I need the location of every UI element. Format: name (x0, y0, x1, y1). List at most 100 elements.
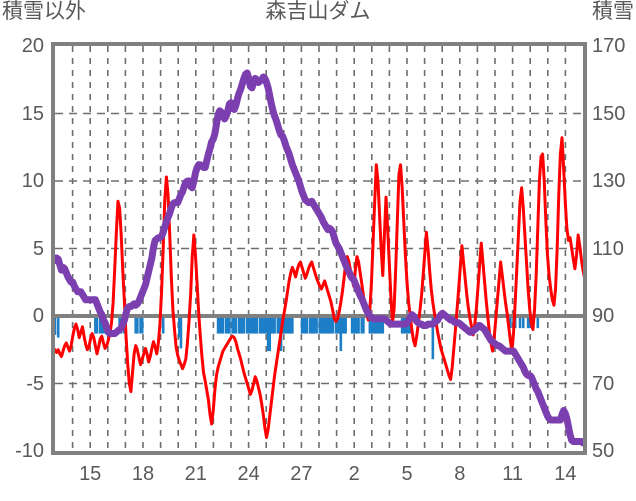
y-axis-left-tick: 10 (21, 170, 44, 192)
grid-lines (55, 46, 583, 451)
bar (242, 316, 246, 334)
bar (509, 316, 512, 329)
bar (526, 316, 530, 329)
bar (323, 316, 326, 334)
bar (321, 316, 325, 334)
bar (370, 316, 373, 334)
bar (305, 316, 309, 334)
y-axis-left-tick: 15 (21, 102, 44, 125)
bar (360, 316, 364, 334)
bar (253, 316, 257, 334)
bar (252, 316, 255, 334)
bar (313, 316, 317, 334)
bar (260, 316, 263, 334)
bar (261, 316, 265, 334)
y-axis-left-tick: -10 (15, 440, 44, 462)
left-axis-title: 積雪以外 (2, 0, 86, 23)
x-axis-tick: 27 (290, 463, 313, 485)
x-axis-tick: 2 (348, 463, 360, 485)
y-axis-right-tick: 70 (592, 372, 615, 395)
bar (373, 316, 377, 334)
bar (265, 316, 268, 334)
bar (94, 316, 97, 334)
bar (239, 316, 242, 334)
bar (331, 316, 335, 334)
bar (312, 316, 315, 334)
bar (342, 316, 346, 334)
bar (337, 316, 341, 334)
bar (302, 316, 305, 334)
bar (179, 316, 183, 349)
bar (268, 316, 272, 352)
bar (271, 316, 275, 334)
x-axis-tick: 18 (131, 463, 155, 485)
bar (95, 316, 99, 334)
bar (270, 316, 273, 334)
y-axis-right-tick: 170 (592, 35, 626, 57)
bar (518, 316, 522, 329)
bar (220, 316, 223, 334)
bar (344, 316, 347, 334)
bar (56, 316, 60, 338)
x-axis-tick: 11 (502, 463, 523, 485)
y-axis-left-tick: 5 (32, 237, 44, 260)
y-axis-right-tick: 150 (592, 102, 626, 125)
bar (289, 316, 293, 334)
x-axis-tick: 21 (184, 463, 207, 485)
bar (234, 316, 238, 334)
y-axis-left-tick: 20 (21, 35, 44, 57)
bar (287, 316, 291, 334)
bar (263, 316, 267, 334)
bar (326, 316, 330, 334)
x-axis-tick: 5 (401, 463, 413, 485)
bar (282, 316, 286, 334)
plot-inner (55, 46, 583, 451)
x-axis-tick: 8 (454, 463, 466, 485)
bar (379, 316, 383, 334)
bar (431, 316, 435, 360)
bar (224, 316, 228, 334)
bar (231, 316, 234, 334)
bar (315, 316, 318, 334)
bar (237, 316, 241, 334)
bar (355, 316, 359, 334)
bar (278, 316, 281, 334)
y-axis-left-tick: -5 (26, 372, 44, 395)
bar (536, 316, 540, 329)
bar (381, 316, 385, 334)
bar (136, 316, 139, 334)
bar (303, 316, 307, 334)
bar (258, 316, 262, 334)
bar (354, 316, 357, 334)
y-axis-left-tick: 0 (32, 305, 44, 327)
bar (341, 316, 344, 334)
bar (329, 316, 333, 334)
bar (273, 316, 276, 334)
bar (352, 316, 356, 334)
y-axis-right-tick: 130 (592, 170, 626, 192)
bar (334, 316, 338, 334)
x-axis-tick: 14 (554, 463, 577, 485)
bar (100, 316, 104, 334)
bar (178, 316, 181, 338)
bar (310, 316, 314, 334)
bar (357, 316, 360, 334)
chart-canvas (55, 46, 583, 451)
bar (228, 316, 231, 334)
bar (376, 316, 380, 334)
chart-title: 森吉山ダム (265, 0, 371, 23)
y-axis-right-tick: 50 (592, 440, 615, 462)
bar (221, 316, 225, 334)
bar (375, 316, 378, 334)
line-series-other (55, 136, 583, 439)
bar (362, 316, 365, 334)
bar (368, 316, 372, 334)
bar (378, 316, 381, 334)
bar (241, 316, 244, 334)
bar (284, 316, 288, 334)
bar (339, 316, 343, 352)
bar (250, 316, 254, 334)
bar (371, 316, 375, 334)
bar (266, 316, 270, 352)
bar (320, 316, 323, 334)
